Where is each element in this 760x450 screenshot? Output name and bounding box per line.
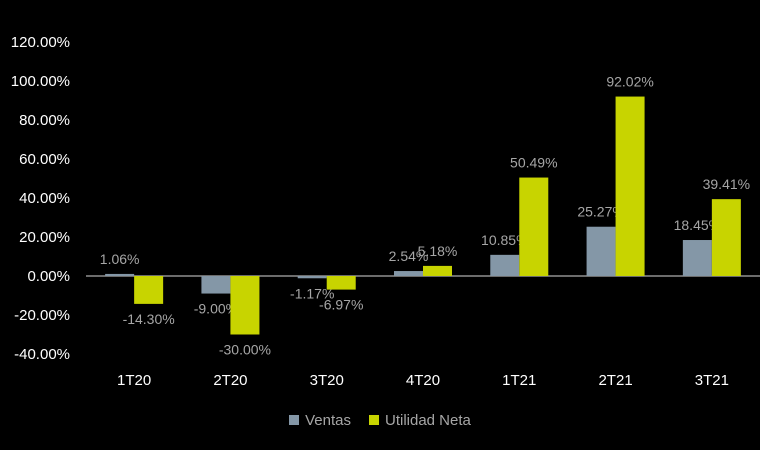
data-label: 92.02% bbox=[606, 74, 653, 90]
y-tick-label: -20.00% bbox=[14, 307, 70, 324]
y-tick-label: 20.00% bbox=[19, 229, 70, 246]
x-category-label: 1T20 bbox=[117, 372, 151, 389]
data-label: 50.49% bbox=[510, 155, 557, 171]
data-label: -14.30% bbox=[123, 311, 175, 327]
bar-utilidad-neta bbox=[326, 276, 356, 290]
y-tick-label: 60.00% bbox=[19, 151, 70, 168]
chart-legend: Ventas Utilidad Neta bbox=[0, 409, 760, 431]
bar-ventas bbox=[394, 271, 423, 276]
bar-utilidad-neta bbox=[711, 199, 741, 276]
legend-item-ventas: Ventas bbox=[289, 412, 351, 429]
y-tick-label: 80.00% bbox=[19, 112, 70, 129]
bar-utilidad-neta bbox=[134, 276, 164, 304]
y-tick-label: 100.00% bbox=[11, 73, 70, 90]
bar-ventas bbox=[105, 273, 135, 276]
y-tick-label: 40.00% bbox=[19, 190, 70, 207]
x-category-label: 3T21 bbox=[695, 372, 729, 389]
data-label: 2.54% bbox=[389, 248, 429, 264]
data-label: -30.00% bbox=[219, 342, 271, 358]
bar-ventas bbox=[297, 276, 327, 279]
data-label: 39.41% bbox=[703, 176, 750, 192]
x-category-label: 2T21 bbox=[598, 372, 632, 389]
bar-ventas bbox=[490, 254, 520, 276]
bar-utilidad-neta bbox=[423, 265, 452, 276]
bar-ventas bbox=[201, 276, 231, 294]
x-category-label: 3T20 bbox=[310, 372, 344, 389]
data-label: 18.45% bbox=[674, 217, 721, 233]
legend-item-utilidad-neta: Utilidad Neta bbox=[368, 411, 471, 429]
bar-chart: 120.00% 100.00% 80.00% 60.00% 40.00% 20.00% 0.… bbox=[11, 34, 760, 389]
x-category-label: 2T20 bbox=[213, 372, 247, 389]
legend-swatch-utilidad-neta bbox=[368, 415, 379, 425]
bar-utilidad-neta bbox=[519, 177, 549, 276]
data-label: -9.00% bbox=[194, 301, 238, 317]
y-tick-label: -40.00% bbox=[14, 346, 70, 363]
data-label: -1.17% bbox=[290, 285, 334, 301]
legend-swatch-ventas bbox=[289, 415, 300, 425]
data-label: 5.18% bbox=[418, 243, 458, 259]
data-label: 10.85% bbox=[481, 232, 528, 248]
data-label: 25.27% bbox=[577, 204, 624, 220]
x-category-label: 4T20 bbox=[406, 372, 440, 389]
x-category-label: 1T21 bbox=[502, 372, 536, 389]
legend-label-utilidad-neta: Utilidad Neta bbox=[384, 411, 471, 429]
legend-label-ventas: Ventas bbox=[305, 411, 351, 429]
bar-utilidad-neta bbox=[615, 96, 645, 276]
bar-utilidad-neta bbox=[230, 276, 260, 335]
y-tick-label: 120.00% bbox=[11, 34, 70, 51]
data-label: 1.06% bbox=[100, 251, 140, 267]
data-label: -6.97% bbox=[319, 297, 363, 313]
bar-ventas bbox=[586, 226, 616, 276]
bar-ventas bbox=[682, 240, 712, 276]
y-tick-label: 0.00% bbox=[27, 268, 70, 285]
